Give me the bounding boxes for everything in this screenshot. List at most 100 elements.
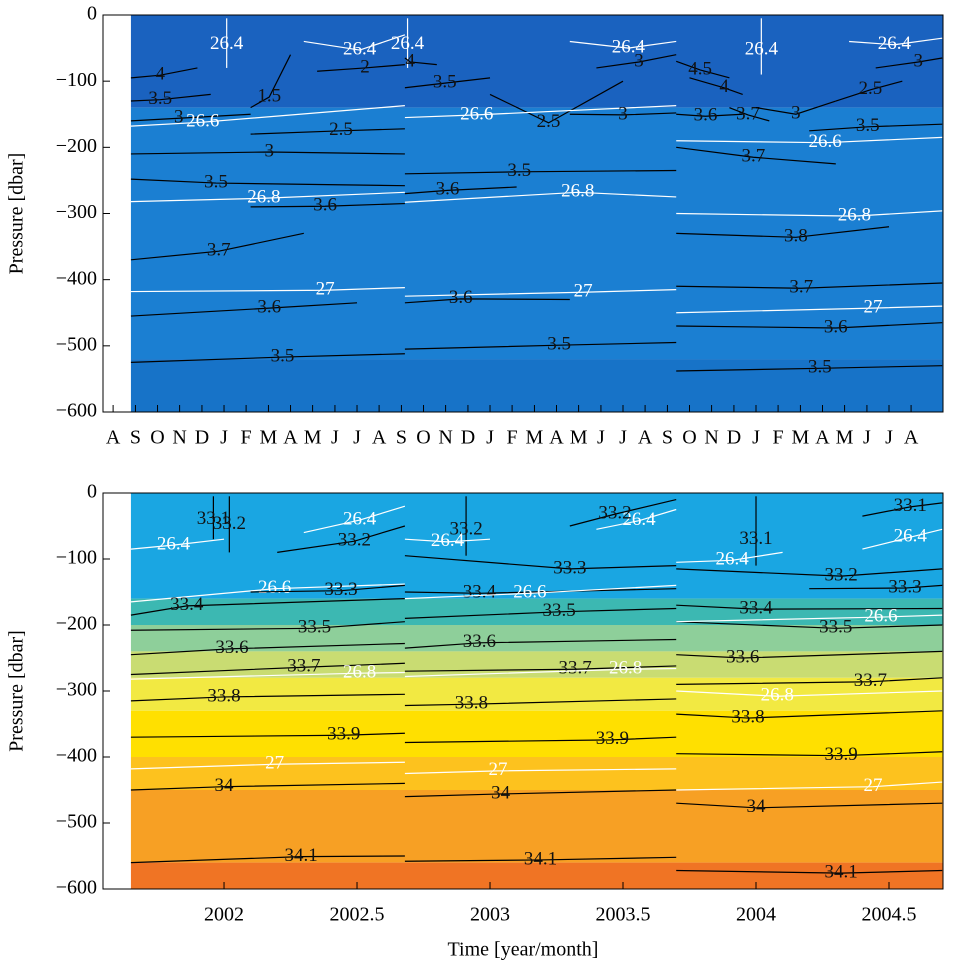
contour-label: 27 [574, 281, 593, 302]
contour-label: 3.5 [808, 357, 832, 378]
contour-label: 33.4 [463, 582, 497, 603]
contour-label: 3.7 [736, 103, 760, 124]
y-tick-label: 0 [87, 3, 97, 25]
x-tick-label: M [304, 427, 322, 449]
color-band [130, 677, 943, 711]
x-tick-label: S [130, 427, 141, 449]
panel: 26.4 26.44 23.5 1.53 26.6 2.533.526.8 3.63.727… [6, 3, 944, 449]
contour-label: 26.6 [258, 577, 291, 598]
contour-label: 3 [618, 103, 628, 124]
contour-line [676, 305, 943, 314]
contour-line [676, 710, 943, 719]
contour-label: 27 [316, 279, 335, 300]
x-tick-label: 2002.5 [330, 904, 385, 926]
contour-line [404, 105, 677, 119]
contour-label: 34.1 [285, 845, 318, 866]
contour-line [130, 151, 405, 155]
contour-label: 33.3 [553, 557, 586, 578]
contour-label: 26.4 [715, 549, 749, 570]
contour-label: 27 [864, 296, 883, 317]
contour-label: 3.5 [271, 345, 295, 366]
y-tick-label: −200 [56, 135, 97, 157]
contour-line [404, 186, 517, 195]
contour-label: 26.4 [622, 509, 656, 530]
contour-line [676, 802, 943, 809]
contour-label: 34 [747, 796, 767, 817]
contour-label: 26.8 [761, 685, 794, 706]
x-tick-label: J [331, 427, 339, 449]
contour-label: 26.8 [247, 187, 280, 208]
contour-label: 26.4 [343, 508, 377, 529]
contour-line [404, 856, 677, 862]
x-tick-label: S [662, 427, 673, 449]
contour-label: 33.8 [455, 693, 488, 714]
contour-label: 3.5 [507, 160, 531, 181]
contour-label: 26.4 [612, 36, 646, 57]
contour-label: 3.6 [449, 287, 473, 308]
contour-label: 3.6 [257, 296, 281, 317]
x-tick-label: M [526, 427, 544, 449]
contour-label: 3.6 [824, 316, 848, 337]
contour-label: 33.7 [287, 656, 320, 677]
x-tick-label: N [704, 427, 718, 449]
contour-line [404, 538, 491, 543]
x-tick-label: J [220, 427, 228, 449]
contour-line [130, 855, 405, 864]
contour-line [250, 54, 292, 109]
x-tick-label: 2002 [204, 904, 244, 926]
contour-label: 3.7 [207, 240, 231, 261]
y-axis-label: Pressure [dbar] [6, 153, 28, 275]
color-band [130, 757, 943, 790]
contour-line [130, 761, 405, 770]
contour-label: 3 [791, 103, 801, 124]
x-tick-label: J [863, 427, 871, 449]
x-tick-label: 2003.5 [596, 904, 651, 926]
contour-label: 3.6 [313, 195, 337, 216]
contour-label: 26.6 [513, 582, 546, 603]
contour-line [404, 638, 677, 649]
contour-label: 34.1 [825, 862, 858, 883]
contour-label: 1.5 [257, 85, 281, 106]
color-band [130, 790, 943, 863]
x-tick-label: A [549, 427, 564, 449]
y-tick-label: −100 [56, 69, 97, 91]
contour-line [250, 128, 405, 135]
contour-line [676, 136, 943, 144]
contour-label: 33.2 [449, 518, 482, 539]
contour-label: 26.8 [561, 181, 594, 202]
contour-line [676, 604, 943, 610]
x-tick-label: F [241, 427, 252, 449]
contour-label: 33.4 [739, 598, 773, 619]
contour-line [404, 736, 677, 744]
x-tick-label: A [283, 427, 298, 449]
contour-line [404, 584, 677, 600]
x-tick-label: A [106, 427, 121, 449]
x-tick-label: 2004 [736, 904, 776, 926]
contour-line [404, 607, 677, 619]
x-tick-label: A [638, 427, 653, 449]
contour-line [809, 123, 943, 132]
contour-line [404, 667, 677, 678]
contour-line [809, 584, 943, 590]
contour-label: 4 [155, 64, 165, 85]
contour-line [676, 568, 943, 577]
contour-label: 34 [215, 775, 235, 796]
x-tick-label: M [836, 427, 854, 449]
x-tick-label: N [172, 427, 186, 449]
contour-line [676, 282, 943, 289]
y-tick-label: −400 [56, 267, 97, 289]
contour-label: 3 [264, 140, 274, 161]
x-tick-label: S [396, 427, 407, 449]
contour-line [676, 551, 783, 563]
contour-label: 3.8 [784, 226, 808, 247]
contour-line [676, 650, 943, 659]
contour-line [862, 502, 943, 517]
contour-label: 33.9 [596, 728, 629, 749]
color-band [130, 493, 943, 599]
y-tick-label: −600 [56, 400, 97, 422]
contour-line [755, 100, 836, 115]
contour-label: 33.5 [543, 600, 576, 621]
contour-line [729, 107, 770, 122]
contour-line [404, 665, 677, 672]
